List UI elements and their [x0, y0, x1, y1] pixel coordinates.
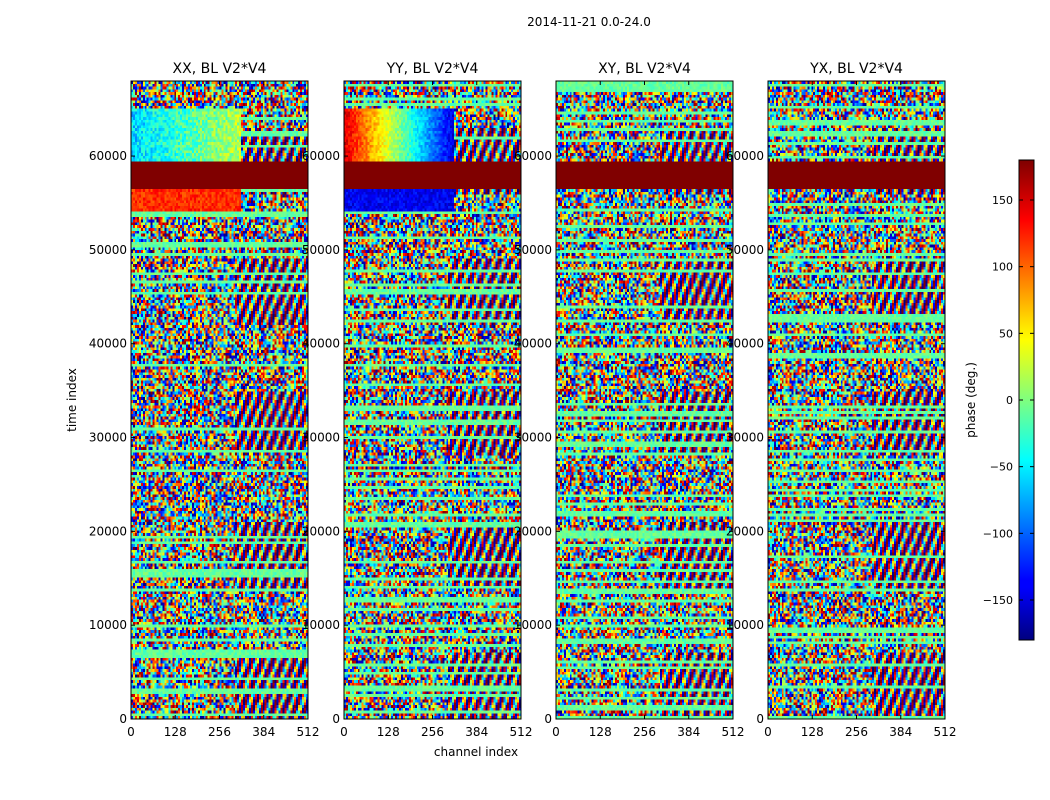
x-tick-label: 512 — [722, 725, 745, 739]
phase-heatmap-xx — [131, 81, 308, 719]
y-tick-label: 60000 — [302, 149, 340, 163]
x-tick-label: 512 — [934, 725, 957, 739]
colorbar-tick-label: −50 — [990, 461, 1013, 474]
panel-xy: XY, BL V2*V4 0 128 256 384 512 0 10000 20000 3000… — [514, 61, 745, 739]
x-tick-label: 256 — [421, 725, 444, 739]
colorbar-label: phase (deg.) — [964, 362, 978, 438]
y-tick-label: 0 — [756, 712, 764, 726]
colorbar-tick-label: 150 — [992, 194, 1013, 207]
phase-heatmap-yx — [768, 81, 945, 719]
y-tick-label: 10000 — [89, 618, 127, 632]
panel-yx: YX, BL V2*V4 0 128 256 384 512 0 10000 20000 3000… — [726, 61, 957, 739]
y-tick-label: 60000 — [514, 149, 552, 163]
figure-suptitle: 2014-11-21 0.0-24.0 — [527, 15, 651, 29]
y-tick-label: 20000 — [514, 524, 552, 538]
y-tick-label: 10000 — [726, 618, 764, 632]
y-tick-label: 60000 — [89, 149, 127, 163]
x-tick-label: 512 — [297, 725, 320, 739]
x-tick-label: 128 — [164, 725, 187, 739]
colorbar-tick-label: 100 — [992, 261, 1013, 274]
panel-yy: YY, BL V2*V4 0 128 256 384 512 0 10000 20000 3000… — [302, 61, 533, 739]
y-tick-label: 20000 — [302, 524, 340, 538]
y-tick-label: 20000 — [726, 524, 764, 538]
colorbar-tick-label: 0 — [1006, 394, 1013, 407]
y-tick-label: 20000 — [89, 524, 127, 538]
x-tick-label: 128 — [801, 725, 824, 739]
y-tick-label: 50000 — [89, 243, 127, 257]
heatmap-panels: XX, BL V2*V4 0 128 256 384 512 0 10000 20000 3000… — [89, 61, 957, 739]
y-tick-label: 10000 — [514, 618, 552, 632]
colorbar-tick-label: 50 — [999, 327, 1013, 340]
y-tick-label: 30000 — [726, 431, 764, 445]
x-axis-label: channel index — [434, 745, 518, 759]
y-tick-label: 50000 — [726, 243, 764, 257]
x-tick-label: 0 — [764, 725, 772, 739]
y-tick-label: 40000 — [89, 337, 127, 351]
x-tick-label: 0 — [340, 725, 348, 739]
y-tick-label: 10000 — [302, 618, 340, 632]
panel-title: XX, BL V2*V4 — [173, 61, 267, 77]
x-tick-label: 512 — [510, 725, 533, 739]
phase-heatmap-yy — [344, 81, 521, 719]
y-tick-label: 40000 — [302, 337, 340, 351]
y-tick-label: 30000 — [302, 431, 340, 445]
y-tick-label: 0 — [332, 712, 340, 726]
colorbar-tick-label: −150 — [983, 594, 1013, 607]
y-tick-label: 0 — [119, 712, 127, 726]
x-tick-label: 256 — [845, 725, 868, 739]
x-tick-label: 384 — [889, 725, 912, 739]
x-tick-label: 384 — [677, 725, 700, 739]
x-tick-label: 0 — [127, 725, 135, 739]
phase-heatmap-xy — [556, 81, 733, 719]
x-tick-label: 128 — [377, 725, 400, 739]
colorbar: −150 −100 −50 0 50 100 150 phase (deg.) — [964, 159, 1035, 641]
panel-title: YY, BL V2*V4 — [386, 61, 479, 77]
y-tick-label: 30000 — [514, 431, 552, 445]
y-tick-label: 60000 — [726, 149, 764, 163]
x-tick-label: 384 — [465, 725, 488, 739]
x-tick-label: 128 — [589, 725, 612, 739]
y-tick-label: 40000 — [514, 337, 552, 351]
colorbar-ticks: −150 −100 −50 0 50 100 150 — [983, 194, 1034, 607]
x-tick-label: 256 — [208, 725, 231, 739]
x-tick-label: 384 — [252, 725, 275, 739]
panel-xx: XX, BL V2*V4 0 128 256 384 512 0 10000 20000 3000… — [89, 61, 320, 739]
colorbar-tick-label: −100 — [983, 527, 1013, 540]
panel-title: XY, BL V2*V4 — [598, 61, 691, 77]
panel-title: YX, BL V2*V4 — [809, 61, 903, 77]
y-tick-label: 50000 — [514, 243, 552, 257]
y-tick-label: 50000 — [302, 243, 340, 257]
x-tick-label: 0 — [552, 725, 560, 739]
y-axis-label: time index — [65, 368, 79, 432]
y-tick-label: 30000 — [89, 431, 127, 445]
y-tick-label: 0 — [544, 712, 552, 726]
x-tick-label: 256 — [633, 725, 656, 739]
y-tick-label: 40000 — [726, 337, 764, 351]
